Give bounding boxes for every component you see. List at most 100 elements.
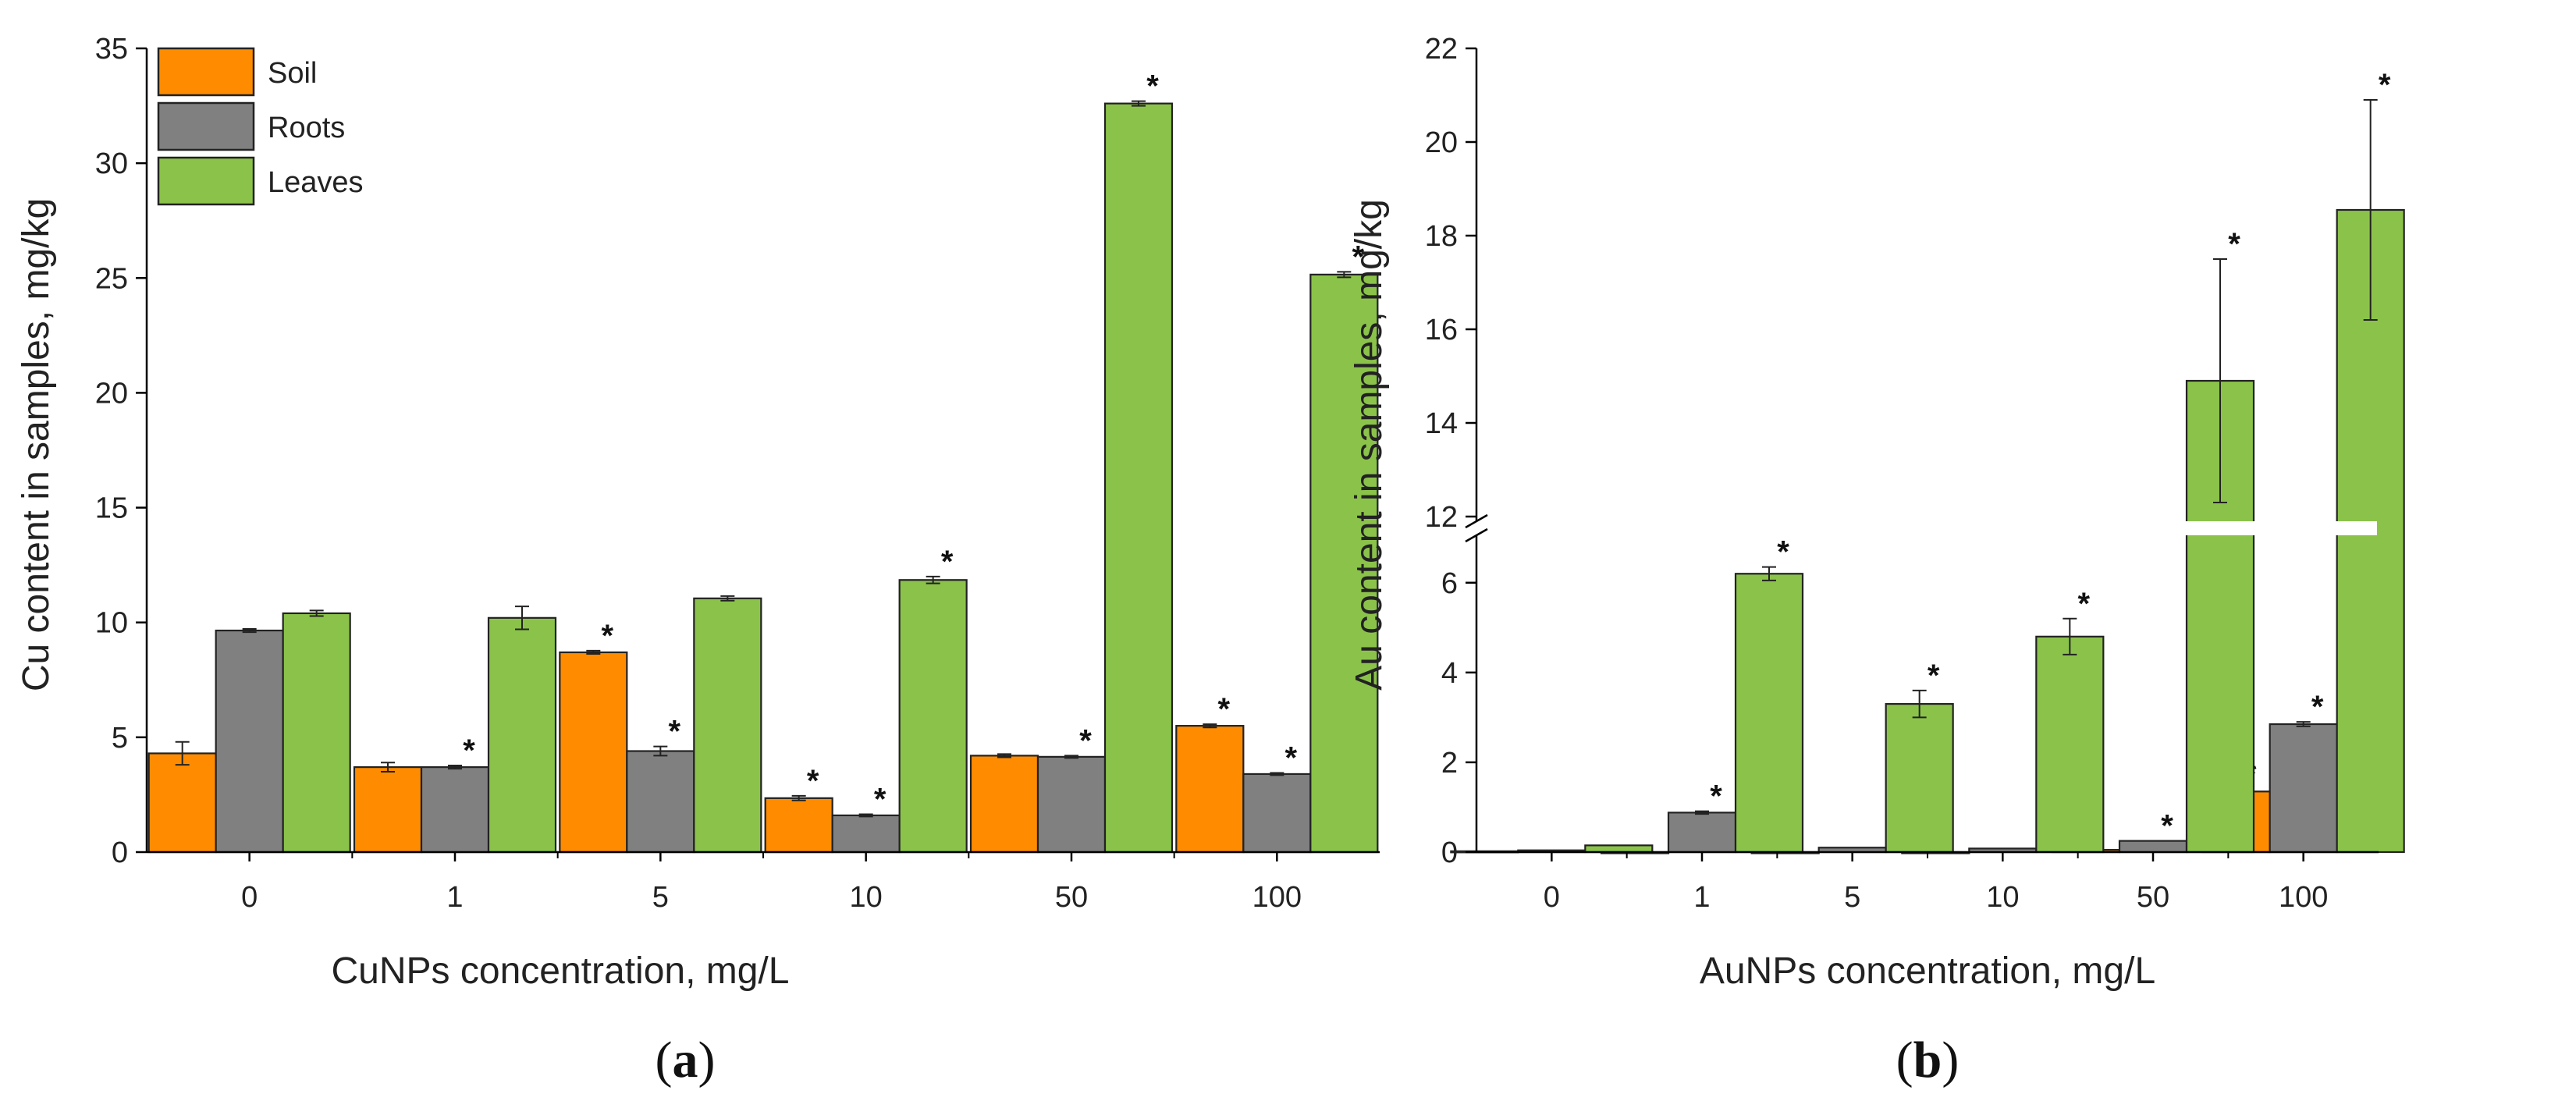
- legend-swatch-soil: [157, 47, 255, 97]
- b-significance-roots-1: *: [1710, 780, 1722, 814]
- a-bar-soil-5: [1175, 725, 1245, 854]
- b-y-tick-label-8: 20: [1425, 126, 1458, 159]
- b-significance-leaves-2: *: [1928, 659, 1940, 693]
- b-significance-leaves-4: *: [2228, 227, 2240, 261]
- a-bar-roots-4: [1036, 755, 1107, 854]
- a-bar-leaves-3: [898, 579, 968, 854]
- b-significance-leaves-5: *: [2379, 68, 2391, 102]
- b-bar-leaves-1: [1734, 573, 1804, 854]
- a-bar-leaves-5: [1309, 273, 1379, 854]
- axes-b: 0 2 4 6 12 14 16 18 20 22 0 1 5 10 50 100: [1425, 33, 2379, 914]
- a-x-tick-label-2: 5: [652, 881, 669, 914]
- a-errorbar-roots-3: [858, 813, 873, 818]
- a-y-tick-label-2: 10: [95, 607, 128, 640]
- a-errorbar-leaves-4: [1132, 100, 1146, 107]
- b-bar-leaves-0: [1584, 844, 1654, 854]
- a-y-tick-label-5: 25: [95, 262, 128, 295]
- panel-label-a: (a): [656, 1032, 716, 1089]
- b-errorbar-leaves-1: [1762, 566, 1776, 581]
- a-bar-soil-1: [353, 766, 423, 854]
- a-errorbar-leaves-3: [926, 575, 940, 584]
- a-errorbar-leaves-2: [720, 595, 735, 602]
- a-errorbar-roots-5: [1270, 772, 1284, 776]
- b-break-mark-upper: [1465, 513, 1488, 529]
- a-y-tick-label-1: 5: [112, 722, 128, 755]
- b-y-tick-label-9: 22: [1425, 33, 1458, 66]
- b-significance-roots-4: *: [2161, 809, 2173, 844]
- a-significance-roots-2: *: [669, 715, 681, 749]
- b-x-tick-label-5: 100: [2279, 881, 2328, 914]
- b-bar-roots-4: [2118, 840, 2188, 854]
- x-axis-title-b: AuNPs concentration, mg/L: [1700, 950, 2155, 992]
- a-bar-leaves-1: [487, 616, 557, 854]
- b-break-mark-lower: [1465, 527, 1488, 543]
- b-x-tick-label-3: 10: [1986, 881, 2019, 914]
- a-significance-roots-3: *: [874, 782, 886, 816]
- legend-label-roots: Roots: [268, 112, 345, 144]
- a-significance-leaves-3: *: [941, 545, 954, 579]
- b-errorbar-leaves-5: [2363, 99, 2378, 321]
- b-x-tick-label-4: 50: [2137, 881, 2169, 914]
- a-bar-roots-1: [420, 766, 490, 854]
- chart-panel-b: * * * * * * * * * 0 2 4 6 12 14 16 18 20 22 0 1 5 10 50 100 AuN…: [1348, 33, 2405, 1089]
- a-errorbar-soil-1: [381, 762, 395, 773]
- a-bar-leaves-4: [1103, 102, 1174, 854]
- b-bar-leaves-2: [1885, 703, 1954, 854]
- b-y-tick-label-3: 6: [1441, 567, 1458, 600]
- a-significance-soil-3: *: [807, 764, 819, 798]
- b-bar-leaves-3: [2035, 635, 2105, 854]
- legend: Soil Roots Leaves: [157, 47, 364, 206]
- a-bar-roots-5: [1242, 773, 1312, 854]
- b-axis-break-gap: [1478, 521, 2377, 535]
- a-x-tick-label-3: 10: [850, 881, 883, 914]
- b-y-tick-label-2: 4: [1441, 657, 1458, 690]
- a-errorbar-roots-4: [1064, 755, 1078, 759]
- a-errorbar-soil-2: [586, 649, 601, 655]
- b-significance-roots-5: *: [2311, 690, 2324, 724]
- a-errorbar-soil-5: [1203, 723, 1217, 729]
- a-errorbar-roots-2: [653, 745, 668, 757]
- a-x-tick-label-4: 50: [1055, 881, 1088, 914]
- b-x-tick-label-1: 1: [1693, 881, 1710, 914]
- a-y-tick-label-6: 30: [95, 147, 128, 180]
- a-bar-soil-4: [969, 755, 1039, 854]
- b-y-tick-label-1: 2: [1441, 747, 1458, 780]
- b-significance-leaves-3: *: [2078, 587, 2091, 621]
- a-x-tick-label-0: 0: [241, 881, 258, 914]
- b-x-tick-label-0: 0: [1544, 881, 1560, 914]
- a-y-tick-label-7: 35: [95, 33, 128, 66]
- a-errorbar-soil-3: [791, 794, 806, 801]
- b-y-tick-label-7: 18: [1425, 220, 1458, 253]
- legend-swatch-roots: [157, 101, 255, 151]
- b-y-tick-label-6: 16: [1425, 314, 1458, 346]
- b-errorbar-roots-1: [1695, 810, 1709, 815]
- a-bar-leaves-2: [693, 597, 762, 854]
- b-bar-roots-5: [2269, 723, 2338, 854]
- a-x-tick-label-1: 1: [446, 881, 463, 914]
- a-errorbar-roots-0: [242, 627, 257, 634]
- a-errorbar-leaves-0: [309, 609, 324, 617]
- b-errorbar-leaves-2: [1912, 689, 1927, 719]
- b-errorbar-leaves-4: [2213, 258, 2227, 503]
- y-axis-title-b: Au content in samples, mg/kg: [1348, 199, 1390, 691]
- legend-label-soil: Soil: [268, 57, 317, 90]
- a-errorbar-soil-0: [175, 741, 190, 766]
- a-errorbar-soil-4: [997, 753, 1011, 758]
- a-errorbar-roots-1: [448, 765, 462, 770]
- panel-letter-a: a: [673, 1032, 698, 1089]
- a-significance-soil-2: *: [602, 619, 614, 653]
- y-axis-title-a: Cu content in samples, mg/kg: [16, 198, 57, 691]
- a-significance-leaves-5: *: [1352, 240, 1365, 274]
- a-y-tick-label-0: 0: [112, 836, 128, 869]
- b-errorbar-roots-5: [2296, 721, 2311, 727]
- a-errorbar-leaves-5: [1337, 271, 1352, 279]
- panel-label-b: (b): [1896, 1032, 1960, 1089]
- a-significance-roots-4: *: [1079, 723, 1092, 758]
- bars-b: *********: [1450, 68, 2405, 854]
- a-bar-soil-0: [147, 752, 217, 854]
- b-significance-leaves-1: *: [1777, 535, 1789, 570]
- b-bar-roots-1: [1667, 812, 1737, 854]
